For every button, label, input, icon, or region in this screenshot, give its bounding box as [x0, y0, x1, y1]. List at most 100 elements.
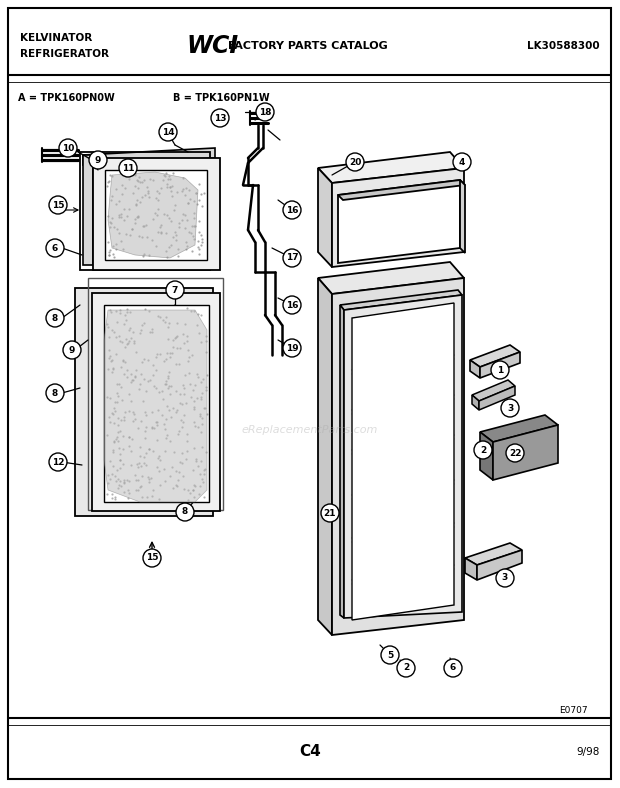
Text: 9/98: 9/98 [577, 747, 600, 757]
Circle shape [59, 139, 77, 157]
Circle shape [143, 549, 161, 567]
Text: 4: 4 [459, 158, 465, 166]
Text: 10: 10 [62, 143, 74, 153]
Text: WCI: WCI [187, 34, 239, 58]
Circle shape [283, 339, 301, 357]
Bar [80, 152, 210, 270]
Circle shape [474, 441, 492, 459]
Circle shape [46, 309, 64, 327]
Polygon shape [470, 360, 480, 378]
Text: 22: 22 [509, 448, 521, 458]
Polygon shape [479, 386, 515, 410]
Circle shape [46, 384, 64, 402]
Text: B = TPK160PN1W: B = TPK160PN1W [173, 93, 270, 103]
Polygon shape [493, 425, 558, 480]
Text: FACTORY PARTS CATALOG: FACTORY PARTS CATALOG [228, 41, 388, 51]
Polygon shape [340, 305, 344, 618]
Polygon shape [338, 180, 460, 263]
Text: 2: 2 [403, 663, 409, 672]
Polygon shape [465, 543, 522, 565]
Polygon shape [352, 303, 454, 620]
Text: 8: 8 [52, 388, 58, 397]
Text: 2: 2 [480, 445, 486, 455]
Text: 17: 17 [286, 254, 298, 262]
Text: 13: 13 [214, 113, 226, 122]
Text: 20: 20 [349, 158, 361, 166]
Bar [105, 170, 207, 260]
Polygon shape [318, 262, 464, 294]
Text: 16: 16 [286, 300, 298, 310]
Text: 16: 16 [286, 206, 298, 214]
Circle shape [321, 504, 339, 522]
Circle shape [491, 361, 509, 379]
Text: LK30588300: LK30588300 [528, 41, 600, 51]
Text: 7: 7 [172, 285, 178, 295]
Bar [75, 288, 213, 516]
Text: 11: 11 [122, 163, 135, 173]
Text: REFRIGERATOR: REFRIGERATOR [20, 49, 109, 59]
Polygon shape [480, 352, 520, 378]
Circle shape [381, 646, 399, 664]
Text: A = TPK160PN0W: A = TPK160PN0W [18, 93, 115, 103]
Text: 15: 15 [146, 553, 158, 563]
Polygon shape [477, 550, 522, 580]
Circle shape [89, 151, 107, 169]
Bar [88, 278, 223, 510]
Polygon shape [460, 180, 465, 253]
Polygon shape [338, 180, 465, 200]
Circle shape [49, 453, 67, 471]
Text: 6: 6 [52, 243, 58, 252]
Circle shape [176, 503, 194, 521]
Polygon shape [83, 155, 93, 265]
Circle shape [256, 103, 274, 121]
Text: 5: 5 [387, 651, 393, 660]
Text: 9: 9 [69, 345, 75, 355]
Bar [93, 158, 220, 270]
Text: 14: 14 [162, 128, 174, 136]
Circle shape [49, 196, 67, 214]
Polygon shape [332, 278, 464, 635]
Circle shape [46, 239, 64, 257]
Polygon shape [108, 172, 198, 258]
Polygon shape [480, 415, 558, 442]
Circle shape [211, 109, 229, 127]
Text: 6: 6 [450, 663, 456, 672]
Polygon shape [318, 152, 464, 183]
Text: 1: 1 [497, 366, 503, 374]
Polygon shape [318, 168, 332, 267]
Circle shape [159, 123, 177, 141]
Circle shape [119, 159, 137, 177]
Polygon shape [480, 432, 493, 480]
Text: E0707: E0707 [559, 706, 588, 715]
Text: 9: 9 [95, 155, 101, 165]
Polygon shape [332, 168, 464, 267]
Text: C4: C4 [299, 745, 321, 760]
Circle shape [63, 341, 81, 359]
Bar [92, 293, 220, 511]
Text: 21: 21 [324, 508, 336, 518]
Polygon shape [344, 295, 462, 618]
Polygon shape [465, 558, 477, 580]
Text: 3: 3 [507, 403, 513, 412]
Circle shape [501, 399, 519, 417]
Text: eReplacementParts.com: eReplacementParts.com [242, 425, 378, 435]
Polygon shape [318, 278, 332, 635]
Text: 8: 8 [52, 314, 58, 322]
Polygon shape [83, 148, 215, 165]
Polygon shape [340, 290, 462, 310]
Polygon shape [472, 380, 515, 401]
Circle shape [166, 281, 184, 299]
Text: 18: 18 [259, 107, 272, 117]
Circle shape [453, 153, 471, 171]
Text: 8: 8 [182, 507, 188, 516]
Circle shape [397, 659, 415, 677]
Circle shape [346, 153, 364, 171]
Circle shape [506, 444, 524, 462]
Text: KELVINATOR: KELVINATOR [20, 33, 92, 43]
Polygon shape [472, 395, 479, 410]
Text: 15: 15 [51, 200, 64, 210]
Polygon shape [470, 345, 520, 367]
Polygon shape [104, 310, 207, 502]
Circle shape [496, 569, 514, 587]
Text: 12: 12 [51, 458, 64, 466]
